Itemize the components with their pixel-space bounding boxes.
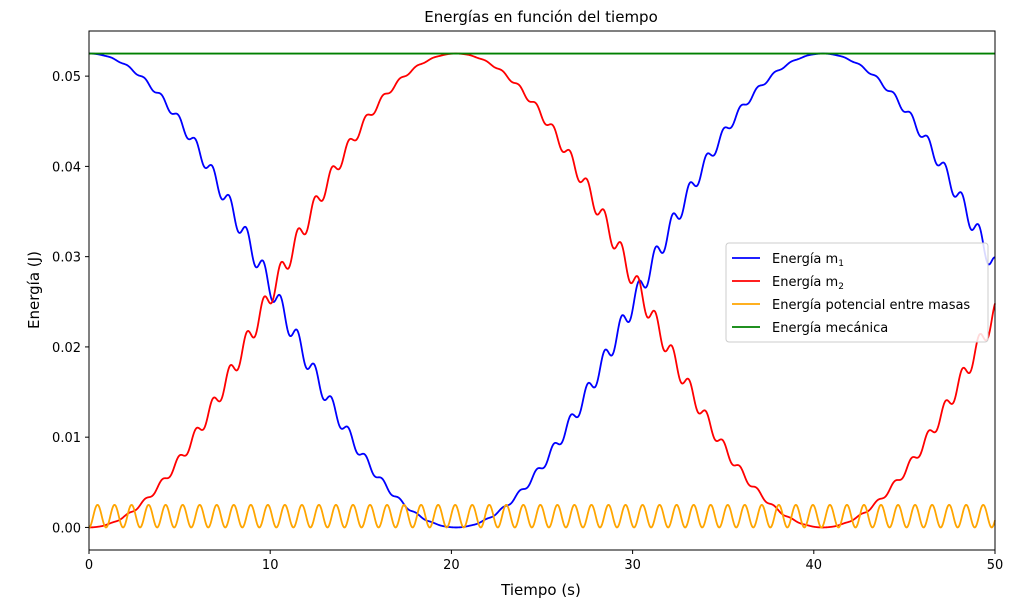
legend-entry-name: Energía m <box>772 252 838 267</box>
legend-entry-name: Energía m <box>772 275 838 290</box>
legend-box <box>725 242 989 343</box>
y-tick-label: 0.05 <box>52 70 81 85</box>
legend-entry: Energía potencial entre masas <box>772 298 970 313</box>
x-tick-label: 10 <box>262 558 279 573</box>
x-tick-label: 20 <box>443 558 460 573</box>
legend-entry-subscript: 1 <box>838 259 844 269</box>
plot-frame <box>88 30 996 551</box>
legend-entry: Energía m2 <box>772 275 844 292</box>
y-tick-label: 0.04 <box>52 160 81 175</box>
x-tick-label: 40 <box>806 558 823 573</box>
chart-title: Energías en función del tiempo <box>424 8 658 26</box>
plot-lines <box>88 52 996 529</box>
y-tick-label: 0.00 <box>52 521 81 536</box>
series-line-3 <box>88 503 996 529</box>
x-tick-label: 0 <box>85 558 93 573</box>
series-line-2 <box>89 52 996 529</box>
x-tick-label: 30 <box>624 558 641 573</box>
y-axis-label: Energía (J) <box>25 251 43 329</box>
legend-entry-name: Energía mecánica <box>772 321 888 336</box>
y-tick-label: 0.01 <box>52 431 81 446</box>
legend-entry: Energía m1 <box>772 252 844 269</box>
y-tick-label: 0.03 <box>52 251 81 266</box>
x-axis-ticks: 0 10 20 30 40 50 <box>85 550 1003 573</box>
x-axis-label: Tiempo (s) <box>500 581 581 599</box>
x-tick-label: 50 <box>987 558 1004 573</box>
legend-entry: Energía mecánica <box>772 321 888 336</box>
legend-entry-name: Energía potencial entre masas <box>772 298 970 313</box>
y-tick-label: 0.02 <box>52 341 81 356</box>
y-axis-ticks: 0.00 0.01 0.02 0.03 0.04 0.05 <box>52 70 89 536</box>
legend-entry-subscript: 2 <box>838 282 844 292</box>
series-line-1 <box>89 52 996 529</box>
